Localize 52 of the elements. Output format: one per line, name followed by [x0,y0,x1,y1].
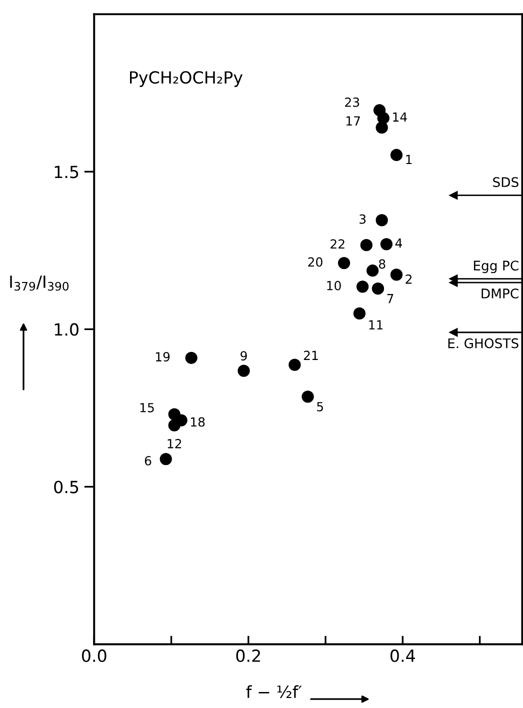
point [380,238,393,250]
annotation: 11 [369,320,383,330]
point [366,264,379,277]
annotation: 2 [406,274,412,284]
annotation: 8 [378,259,386,269]
y-tick-label: 1.0 [54,323,78,336]
point [390,148,403,162]
point [356,280,369,293]
point [376,214,388,226]
point [288,358,301,371]
annotation: 6 [144,456,152,466]
y-tick-label: 1.5 [54,166,78,178]
annotation: PyCH₂OCH₂Py [130,71,243,87]
point [238,364,250,377]
annotation: 19 [156,352,170,362]
annotation: 15 [140,403,154,412]
point [373,104,386,116]
annotation: 5 [317,402,323,412]
point [360,239,372,252]
annotation: 10 [327,280,341,290]
annotation: 7 [387,294,394,304]
annotation: 12 [168,438,182,448]
annotation: 4 [395,238,402,248]
point [390,268,403,281]
point [302,390,314,403]
ref-line-label: SDS [493,177,518,188]
point [338,256,350,270]
point [160,452,172,466]
annotation: 18 [191,417,205,427]
point [353,307,366,320]
annotation: 3 [360,214,366,224]
ref-line-label: DMPC [482,288,518,298]
annotation: 1 [406,154,412,164]
annotation: 9 [240,351,247,361]
x-tick-label: 0.0 [82,649,106,662]
point [175,414,188,426]
annotation: 17 [346,116,360,126]
annotation: 21 [304,350,318,360]
annotation: 22 [330,239,344,249]
point [372,282,384,295]
x-tick-label: 0.4 [390,649,415,662]
ref-line-label: Egg PC [474,260,518,274]
y-tick-label: 0.5 [54,480,78,494]
annotation: 23 [345,97,360,107]
ref-line-label: E. GHOSTS [448,338,518,348]
annotation: 14 [393,112,407,122]
point [185,352,198,364]
annotation: 20 [308,257,322,267]
x-tick-label: 0.2 [236,649,260,662]
point [376,122,388,134]
y-axis-title: I$_{379}$/I$_{390}$ [10,276,69,291]
x-axis-title: f − ½f′ [246,685,302,698]
